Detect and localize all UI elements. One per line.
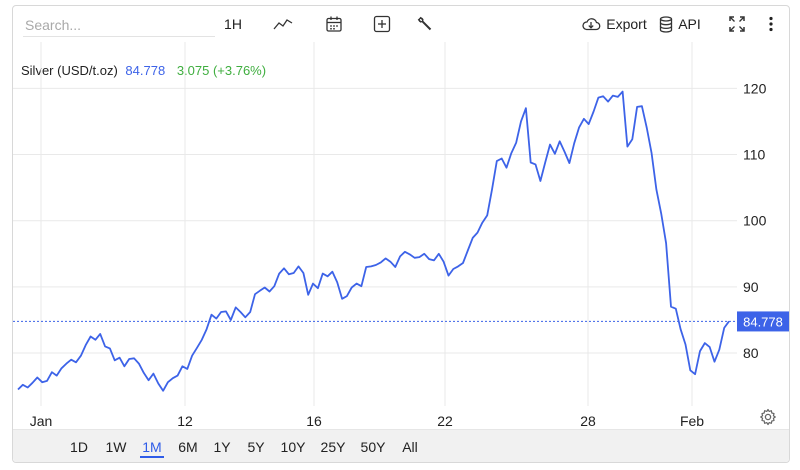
chart-legend: Silver (USD/t.oz) 84.778 3.075 (+3.76%) bbox=[21, 63, 266, 78]
wrench-icon bbox=[416, 15, 434, 33]
x-tick-label-3: 22 bbox=[437, 413, 453, 429]
y-tick-label-90: 90 bbox=[743, 279, 759, 295]
range-button-50y[interactable]: 50Y bbox=[360, 439, 386, 455]
range-button-all[interactable]: All bbox=[402, 439, 418, 455]
api-label: API bbox=[678, 16, 701, 32]
interval-button[interactable]: 1H bbox=[219, 12, 247, 36]
fullscreen-icon bbox=[728, 15, 746, 33]
instrument-name: Silver (USD/t.oz) bbox=[21, 63, 118, 78]
database-icon bbox=[659, 15, 673, 33]
interval-label: 1H bbox=[224, 16, 242, 32]
tools-button[interactable] bbox=[413, 12, 437, 36]
chart-settings-button[interactable] bbox=[759, 408, 777, 431]
chart-widget: 1H Export bbox=[12, 5, 790, 463]
x-tick-label-5: Feb bbox=[680, 413, 704, 429]
current-price: 84.778 bbox=[125, 63, 166, 78]
y-tick-label-110: 110 bbox=[743, 147, 766, 163]
series-line-silver[interactable] bbox=[17, 90, 730, 392]
y-tick-label-100: 100 bbox=[743, 213, 767, 229]
y-tick-label-120: 120 bbox=[743, 80, 767, 96]
range-button-1y[interactable]: 1Y bbox=[213, 439, 231, 455]
export-label: Export bbox=[606, 16, 647, 32]
current-price-badge bbox=[737, 311, 789, 332]
calendar-button[interactable] bbox=[322, 12, 346, 36]
range-button-25y[interactable]: 25Y bbox=[320, 439, 346, 455]
fullscreen-button[interactable] bbox=[726, 12, 748, 36]
chart-type-button[interactable] bbox=[271, 12, 295, 36]
range-button-6m[interactable]: 6M bbox=[178, 439, 198, 455]
calendar-icon bbox=[325, 15, 343, 33]
search-input[interactable] bbox=[23, 14, 215, 37]
x-tick-label-2: 16 bbox=[306, 413, 322, 429]
api-button[interactable]: API bbox=[658, 12, 702, 36]
plus-square-icon bbox=[373, 15, 391, 33]
more-button[interactable] bbox=[762, 12, 780, 36]
range-button-1m[interactable]: 1M bbox=[140, 436, 164, 458]
kebab-menu-icon bbox=[768, 15, 774, 33]
range-selector: 1D 1W 1M 6M 1Y 5Y 10Y 25Y 50Y All bbox=[13, 429, 789, 462]
price-change: 3.075 (+3.76%) bbox=[176, 63, 267, 78]
x-tick-label-4: 28 bbox=[580, 413, 596, 429]
export-button[interactable]: Export bbox=[580, 12, 648, 36]
toolbar: 1H Export bbox=[13, 6, 789, 42]
range-button-1d[interactable]: 1D bbox=[70, 439, 88, 455]
range-button-1w[interactable]: 1W bbox=[105, 439, 127, 455]
y-tick-label-80: 80 bbox=[743, 345, 759, 361]
price-chart[interactable]: 80 90 100 110 120 Jan 12 16 22 28 Feb 84.778 bbox=[13, 42, 789, 430]
range-button-10y[interactable]: 10Y bbox=[280, 439, 306, 455]
x-tick-label-1: 12 bbox=[177, 413, 193, 429]
x-tick-label-0: Jan bbox=[30, 413, 53, 429]
line-chart-icon bbox=[273, 17, 293, 31]
add-indicator-button[interactable] bbox=[370, 12, 394, 36]
gear-icon bbox=[759, 408, 777, 430]
cloud-download-icon bbox=[581, 16, 601, 32]
range-button-5y[interactable]: 5Y bbox=[247, 439, 265, 455]
current-price-badge-label: 84.778 bbox=[743, 314, 783, 329]
